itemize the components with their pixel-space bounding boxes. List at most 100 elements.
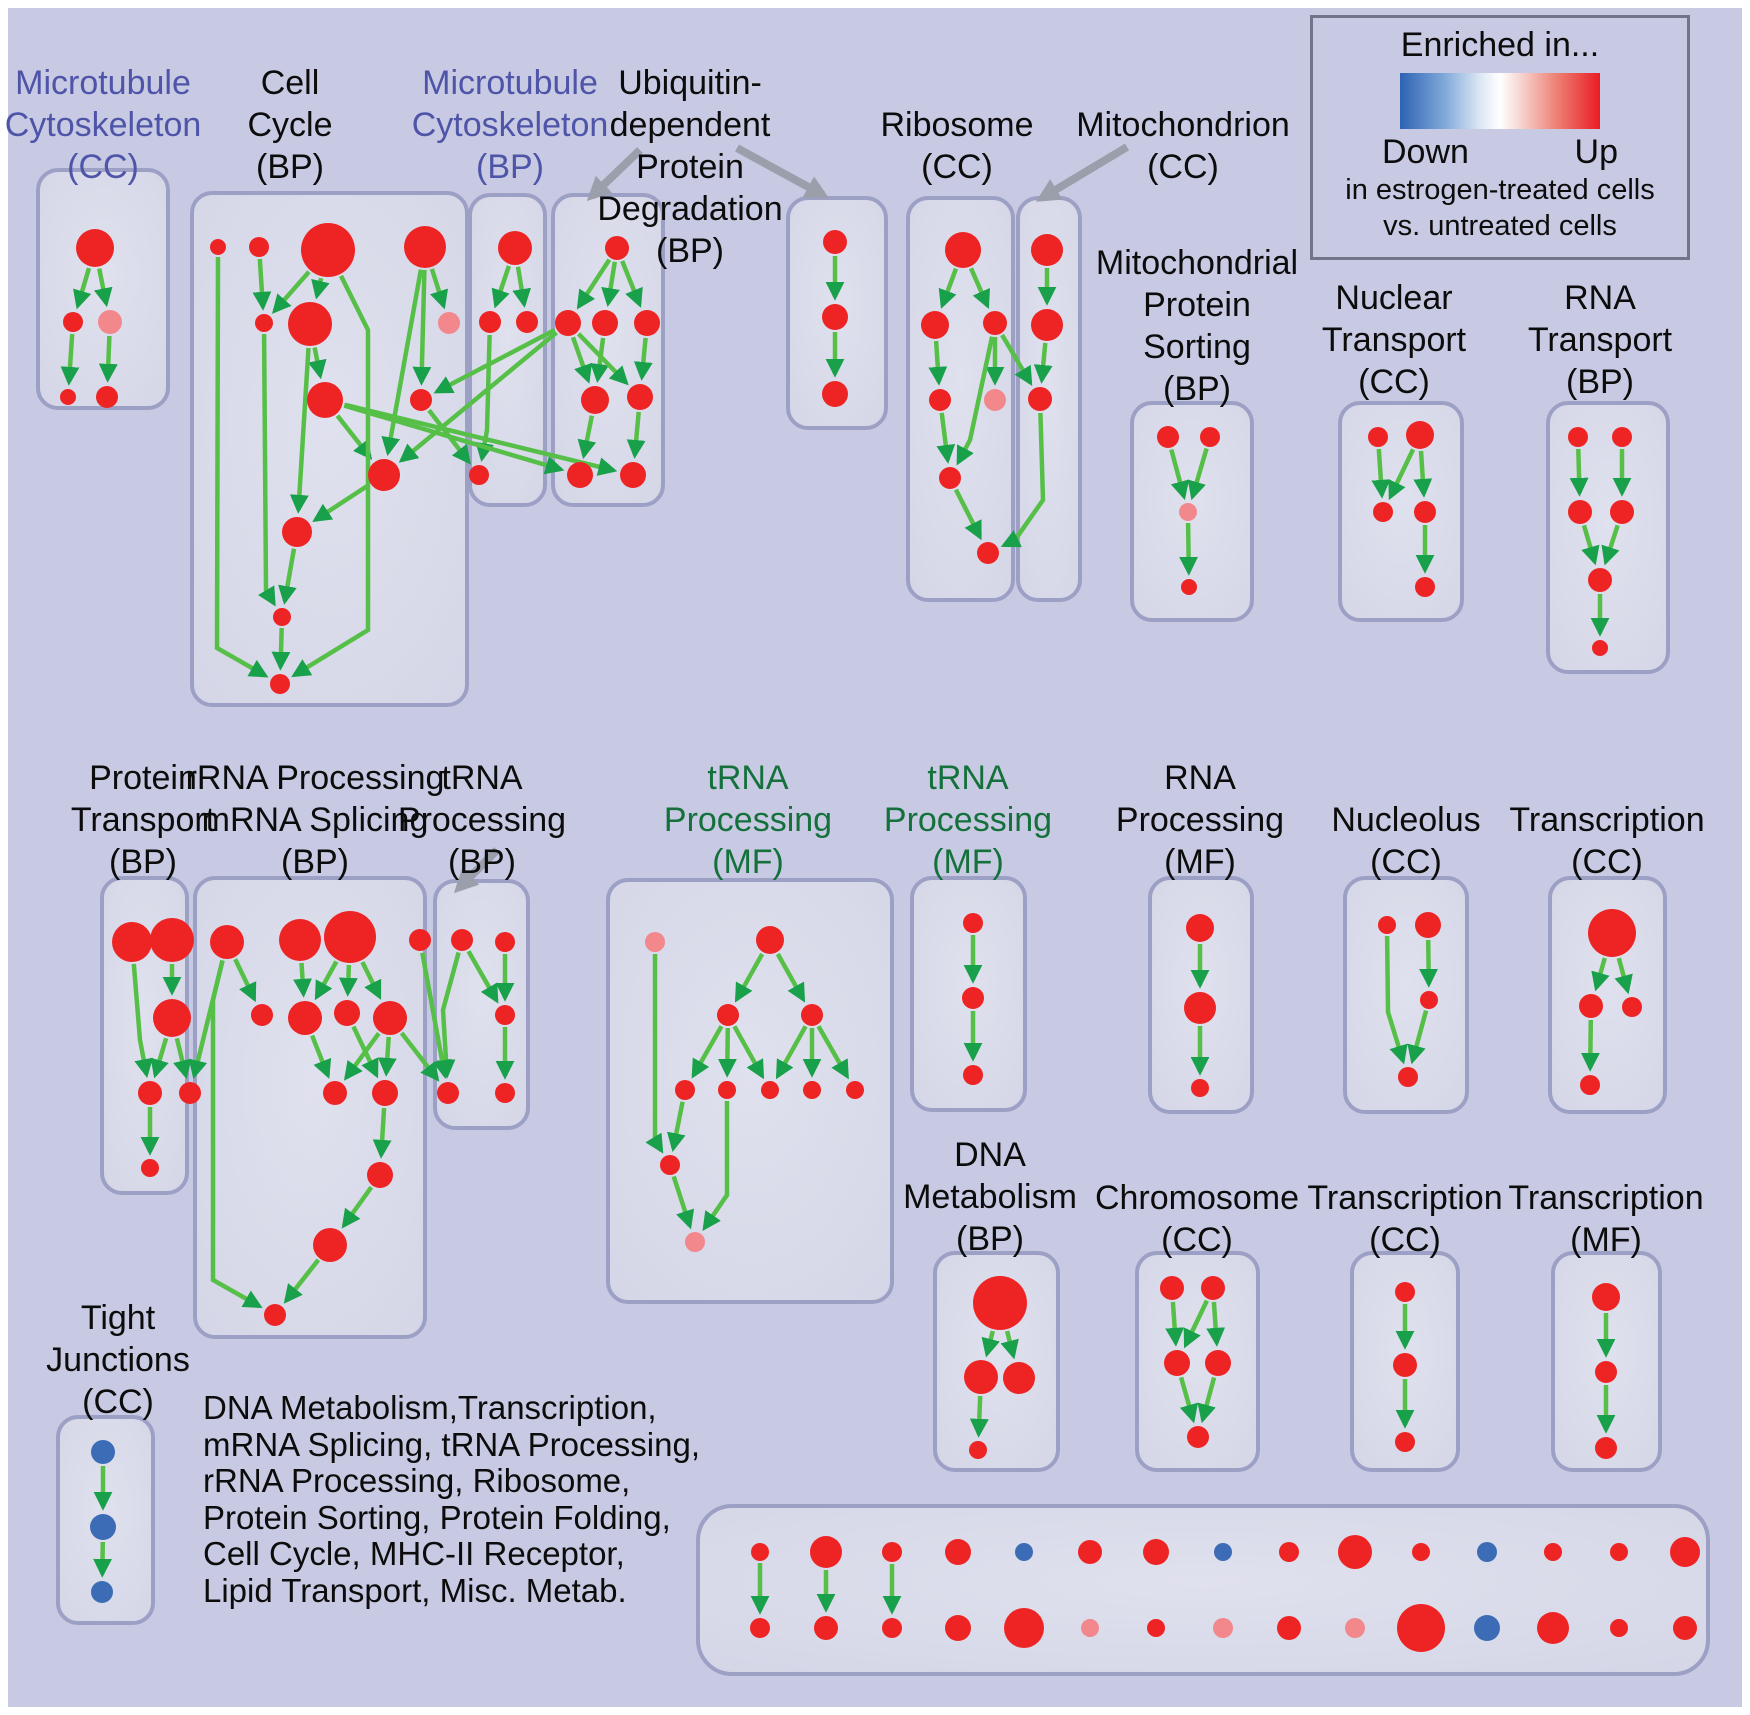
edge-arrow bbox=[717, 1027, 737, 1078]
edge-arrow bbox=[1033, 342, 1053, 384]
go-term-node bbox=[969, 1441, 987, 1459]
go-term-node bbox=[567, 462, 593, 488]
go-term-node bbox=[1595, 1437, 1617, 1459]
go-term-node bbox=[555, 310, 581, 336]
go-term-node bbox=[1406, 421, 1434, 449]
edge-arrow bbox=[1169, 449, 1190, 501]
go-term-node bbox=[1143, 1539, 1169, 1565]
edge-arrow bbox=[1000, 412, 1046, 548]
go-term-node bbox=[210, 925, 244, 959]
edge-arrow bbox=[427, 408, 471, 465]
go-term-node bbox=[1622, 997, 1642, 1017]
go-term-node bbox=[1214, 1543, 1232, 1561]
edge-arrow bbox=[938, 267, 959, 309]
go-term-node bbox=[334, 1000, 360, 1026]
go-term-node bbox=[301, 223, 355, 277]
go-term-node bbox=[977, 542, 999, 564]
go-term-node bbox=[1184, 992, 1216, 1024]
go-term-node bbox=[1179, 503, 1197, 521]
go-term-node bbox=[627, 384, 653, 410]
go-term-node bbox=[675, 1080, 695, 1100]
edge-arrow bbox=[626, 411, 646, 459]
go-term-node bbox=[495, 932, 515, 952]
group-box-rna-transport bbox=[1546, 401, 1670, 674]
edge-arrow bbox=[1197, 1376, 1217, 1424]
edge-arrow bbox=[691, 1025, 724, 1079]
go-term-node bbox=[984, 389, 1006, 411]
edge-arrow bbox=[732, 1025, 765, 1080]
edge-arrow bbox=[601, 261, 620, 308]
go-term-node bbox=[63, 312, 83, 332]
group-box-nuclear-transport bbox=[1338, 401, 1464, 622]
go-term-node bbox=[1004, 1608, 1044, 1648]
go-term-node bbox=[264, 1304, 286, 1326]
edge-arrow bbox=[1419, 939, 1439, 988]
edge-arrow bbox=[1165, 1301, 1185, 1347]
edge-arrow bbox=[173, 1037, 192, 1080]
go-term-node bbox=[1395, 1432, 1415, 1452]
go-term-node bbox=[1028, 387, 1052, 411]
go-term-node bbox=[1191, 1079, 1209, 1097]
edge-arrow bbox=[351, 1025, 379, 1079]
misc-caption-line: Lipid Transport, Misc. Metab. bbox=[203, 1571, 627, 1609]
edge-arrow bbox=[214, 256, 269, 678]
go-term-node bbox=[718, 1081, 736, 1099]
edge-arrow bbox=[1614, 957, 1633, 995]
go-term-node bbox=[1544, 1543, 1562, 1561]
edge-arrow bbox=[257, 333, 276, 607]
go-term-node bbox=[1610, 1543, 1628, 1561]
go-term-node bbox=[882, 1542, 902, 1562]
go-term-node bbox=[822, 381, 848, 407]
group-box-chromosome-cc bbox=[1135, 1251, 1260, 1472]
misc-caption-line: Protein Sorting, Protein Folding, bbox=[203, 1498, 671, 1536]
go-term-node bbox=[404, 226, 446, 268]
go-term-node bbox=[1213, 1618, 1233, 1638]
go-term-node bbox=[973, 1276, 1027, 1330]
go-term-node bbox=[1398, 1067, 1418, 1087]
go-term-node bbox=[1397, 1604, 1445, 1652]
go-term-node bbox=[91, 1581, 113, 1603]
edge-arrow bbox=[372, 1107, 392, 1159]
edge-arrow bbox=[1580, 1019, 1600, 1072]
edge-arrow bbox=[620, 260, 643, 308]
go-term-node bbox=[1395, 1282, 1415, 1302]
edge-arrow bbox=[570, 336, 593, 384]
go-term-node bbox=[1187, 1426, 1209, 1448]
go-term-node bbox=[1181, 579, 1197, 595]
edge-arrow bbox=[1581, 524, 1600, 566]
go-term-node bbox=[372, 1080, 398, 1106]
edge-arrow bbox=[291, 274, 371, 678]
misc-clusters-caption: DNA Metabolism,Transcription, mRNA Splici… bbox=[203, 1389, 700, 1609]
go-term-node bbox=[91, 1440, 115, 1464]
go-term-node bbox=[1373, 502, 1393, 522]
group-box-misc-clusters bbox=[696, 1504, 1710, 1676]
go-term-node bbox=[409, 929, 431, 951]
go-term-node bbox=[1592, 640, 1608, 656]
go-term-node bbox=[1588, 909, 1636, 957]
go-term-node bbox=[756, 926, 784, 954]
go-term-node bbox=[1201, 1276, 1225, 1300]
edge-arrow bbox=[343, 1031, 381, 1081]
legend-up-label: Up bbox=[1574, 133, 1618, 171]
go-term-node bbox=[1612, 427, 1632, 447]
edge-arrow bbox=[702, 1101, 730, 1232]
edge-arrow bbox=[928, 340, 948, 386]
go-term-node bbox=[282, 517, 312, 547]
go-term-node bbox=[288, 302, 332, 346]
edge-arrow bbox=[1187, 447, 1209, 501]
go-term-node bbox=[1670, 1537, 1700, 1567]
go-term-node bbox=[1414, 501, 1436, 523]
go-term-node bbox=[822, 304, 848, 330]
legend: Enriched in... Down Up in estrogen-treat… bbox=[1310, 15, 1690, 260]
edge-arrow bbox=[1179, 522, 1199, 576]
go-term-node bbox=[210, 239, 226, 255]
go-term-node bbox=[1031, 309, 1063, 341]
edge-arrow bbox=[98, 335, 118, 383]
go-term-node bbox=[138, 1081, 162, 1105]
go-term-node bbox=[1537, 1612, 1569, 1644]
go-term-node bbox=[288, 1001, 322, 1035]
go-term-node bbox=[803, 1081, 821, 1099]
go-term-node bbox=[153, 999, 191, 1037]
